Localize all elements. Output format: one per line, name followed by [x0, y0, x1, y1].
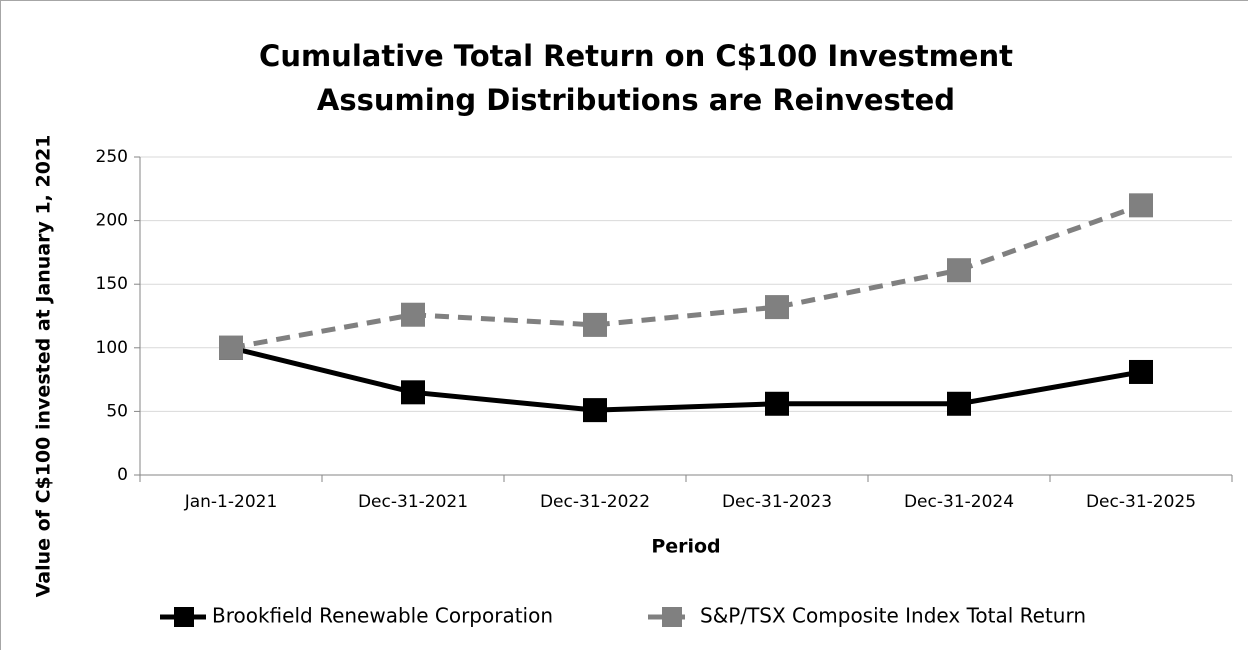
x-tick-label: Dec-31-2023 — [722, 492, 832, 512]
y-tick-label: 50 — [106, 401, 128, 421]
point-marker — [947, 391, 971, 416]
series-line — [230, 345, 1142, 413]
chart-subtitle: Assuming Distributions are Reinvested — [317, 83, 955, 117]
y-tick-label: 250 — [96, 147, 128, 167]
x-axis-label: Period — [651, 536, 720, 558]
y-axis-label: Value of C$100 invested at January 1, 20… — [33, 135, 55, 598]
y-tick-label: 100 — [96, 338, 128, 358]
legend-label: Brookfield Renewable Corporation — [212, 604, 553, 628]
chart-title: Cumulative Total Return on C$100 Investm… — [259, 39, 1013, 73]
x-tick-label: Jan-1-2021 — [184, 492, 278, 512]
point-marker — [765, 391, 789, 416]
point-marker — [1129, 359, 1153, 384]
x-tick-label: Dec-31-2024 — [904, 492, 1014, 512]
legend-label: S&P/TSX Composite Index Total Return — [700, 604, 1086, 628]
point-marker — [219, 335, 243, 360]
y-tick-label: 200 — [96, 211, 128, 231]
legend-marker — [662, 607, 682, 627]
point-marker — [401, 380, 425, 405]
point-marker — [765, 295, 789, 320]
x-tick-label: Dec-31-2022 — [540, 492, 650, 512]
x-tick-label: Dec-31-2021 — [358, 492, 468, 512]
point-marker — [1129, 193, 1153, 218]
x-tick-label: Dec-31-2025 — [1086, 492, 1196, 512]
point-marker — [583, 398, 607, 423]
point-marker — [947, 258, 971, 283]
y-tick-label: 150 — [96, 274, 128, 294]
point-marker — [401, 302, 425, 327]
point-marker — [583, 312, 607, 337]
legend-marker — [174, 607, 194, 627]
series-line — [230, 202, 1142, 351]
y-tick-label: 0 — [117, 465, 128, 485]
